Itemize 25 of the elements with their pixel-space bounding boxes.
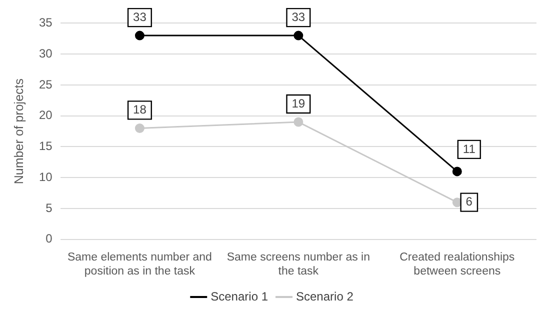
data-label: 18	[133, 102, 147, 117]
data-label: 19	[292, 96, 306, 110]
point	[452, 166, 462, 176]
data-label: 33	[292, 10, 306, 24]
y-tick-label: 0	[46, 232, 53, 246]
point	[294, 30, 304, 40]
x-tick-label: Same screens number as in the task	[226, 251, 370, 278]
legend-label: Scenario 2	[296, 289, 354, 304]
y-tick-label: 15	[38, 139, 53, 154]
data-label: 6	[466, 194, 473, 209]
y-tick-label: 25	[38, 77, 53, 92]
data-label: 33	[133, 10, 147, 24]
legend-label: Scenario 1	[210, 289, 268, 304]
y-tick-label: 35	[38, 16, 53, 30]
y-tick-label: 5	[46, 200, 53, 215]
data-label: 11	[462, 142, 476, 156]
point	[294, 117, 304, 127]
point	[134, 30, 144, 40]
x-tick-label: Created realationships between screens	[400, 251, 515, 278]
y-tick-label: 10	[38, 170, 53, 184]
y-axis-title: Number of projects	[12, 78, 26, 184]
y-tick-label: 30	[38, 46, 53, 60]
x-tick-label: Same elements number and position as in the task	[67, 251, 212, 278]
y-tick-label: 20	[38, 108, 53, 122]
point	[134, 123, 144, 133]
